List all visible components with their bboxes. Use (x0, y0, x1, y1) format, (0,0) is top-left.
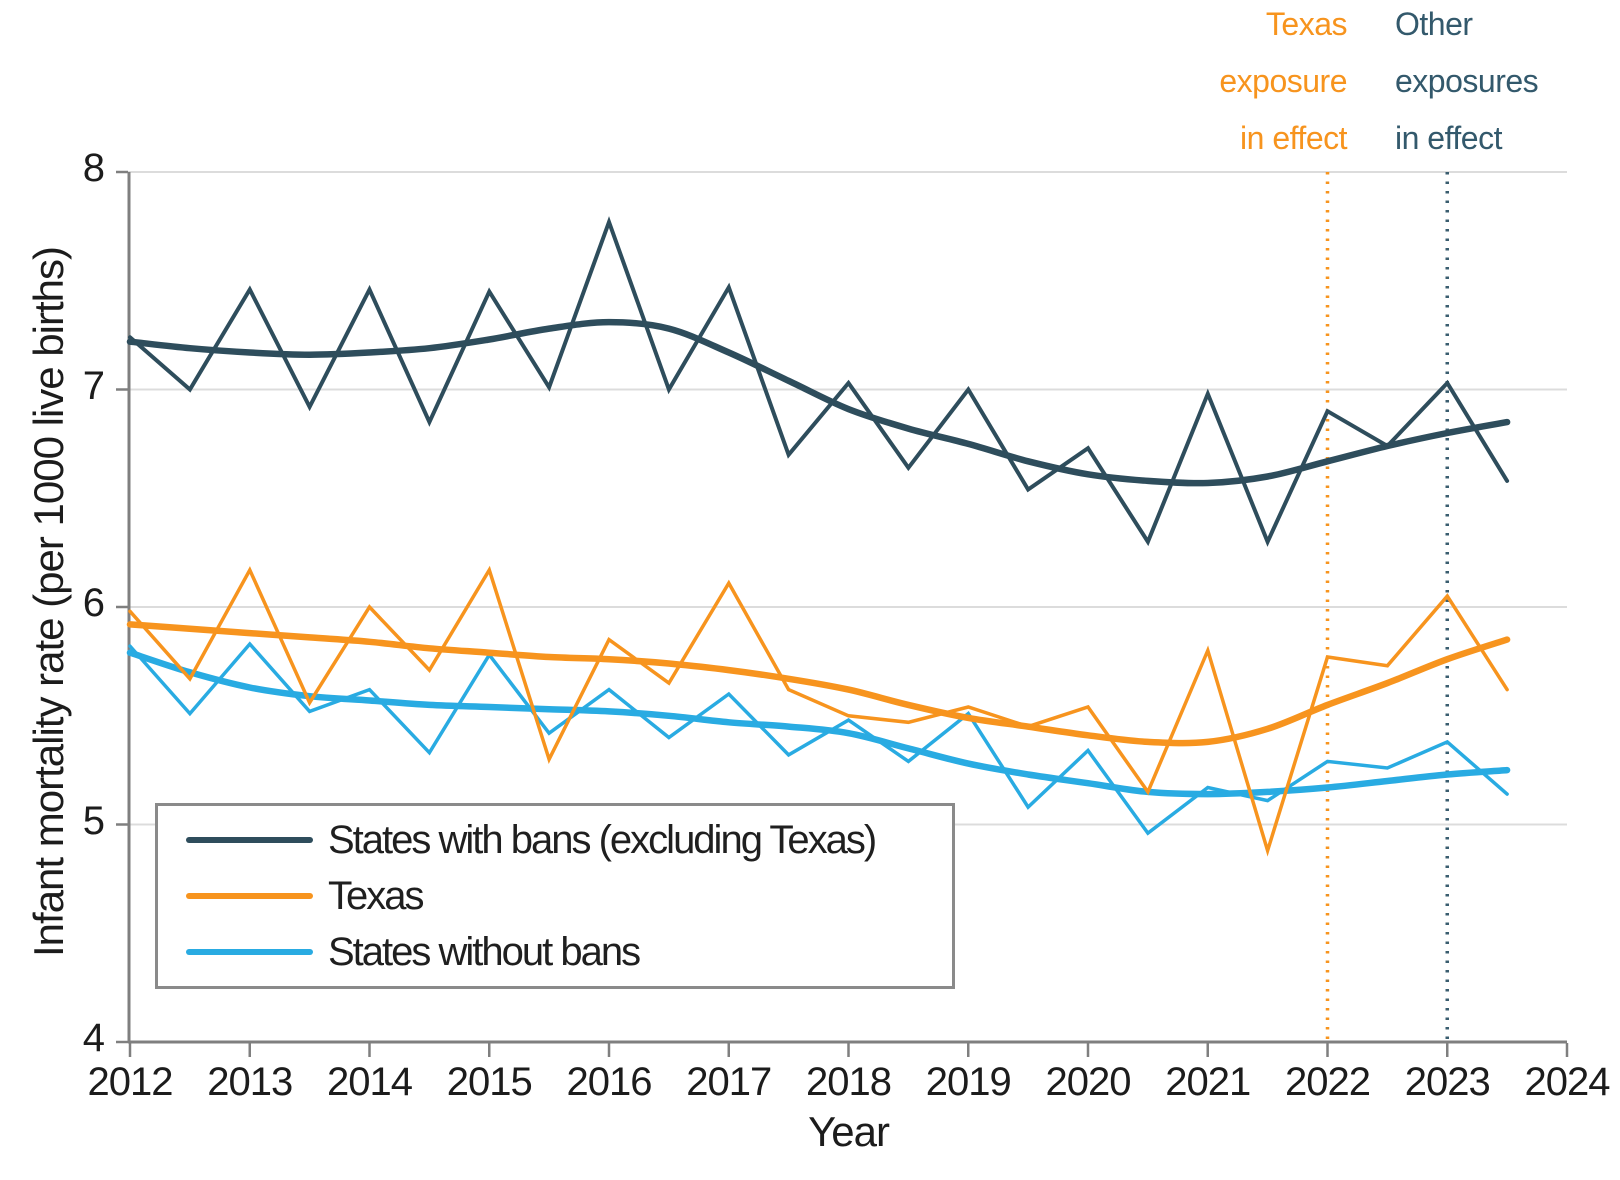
series-line-texas_smooth (126, 621, 1511, 747)
x-tick-label: 2017 (686, 1060, 772, 1104)
x-tick-label: 2012 (87, 1060, 174, 1104)
annotation-line: Texas (1265, 6, 1348, 42)
annotation-line: exposures (1395, 63, 1539, 99)
y-tick-label: 4 (82, 1016, 105, 1060)
x-tick-label: 2018 (806, 1060, 892, 1104)
x-tick-label: 2014 (327, 1060, 413, 1104)
y-axis-title: Infant mortality rate (per 1000 live bir… (25, 247, 72, 957)
legend-item-states-without-bans: States without bans (186, 929, 952, 974)
x-tick-label: 2015 (446, 1060, 533, 1104)
y-tick-label: 5 (82, 798, 105, 843)
y-tick-label: 8 (82, 146, 105, 190)
x-axis-title: Year (808, 1108, 890, 1155)
series-line-nobans_raw (128, 641, 1509, 836)
annotation-line: Other (1395, 6, 1473, 42)
x-tick-label: 2022 (1285, 1060, 1371, 1104)
series-line-texas_raw (128, 565, 1509, 857)
texas-exposure-annotation: Texas exposure in effect (1219, 0, 1347, 167)
other-exposures-annotation: Other exposures in effect (1395, 0, 1539, 167)
line-swatch-icon (186, 949, 313, 955)
x-tick-label: 2013 (207, 1060, 293, 1104)
legend-item-states-with-bans: States with bans (excluding Texas) (186, 817, 952, 862)
x-tick-label: 2024 (1524, 1060, 1611, 1104)
x-tick-label: 2016 (566, 1060, 653, 1104)
y-tick-label: 6 (82, 581, 105, 625)
legend-label: Texas (328, 873, 424, 918)
legend-label: States without bans (328, 929, 641, 974)
legend: States with bans (excluding Texas) Texas… (155, 803, 955, 989)
series-line-bans_raw (128, 216, 1510, 547)
annotation-line: exposure (1219, 63, 1347, 99)
x-tick-label: 2019 (925, 1060, 1012, 1104)
annotation-line: in effect (1240, 120, 1347, 156)
legend-item-texas: Texas (186, 873, 952, 918)
x-tick-label: 2021 (1165, 1060, 1251, 1104)
x-tick-label: 2020 (1045, 1060, 1132, 1104)
annotation-line: in effect (1395, 120, 1502, 156)
series-line-nobans_smooth (126, 649, 1511, 798)
y-tick-label: 7 (82, 363, 105, 408)
line-swatch-icon (186, 837, 313, 843)
line-swatch-icon (186, 893, 313, 899)
x-tick-label: 2023 (1404, 1060, 1491, 1104)
series-line-bans_smooth (126, 318, 1511, 487)
legend-label: States with bans (excluding Texas) (328, 817, 877, 862)
